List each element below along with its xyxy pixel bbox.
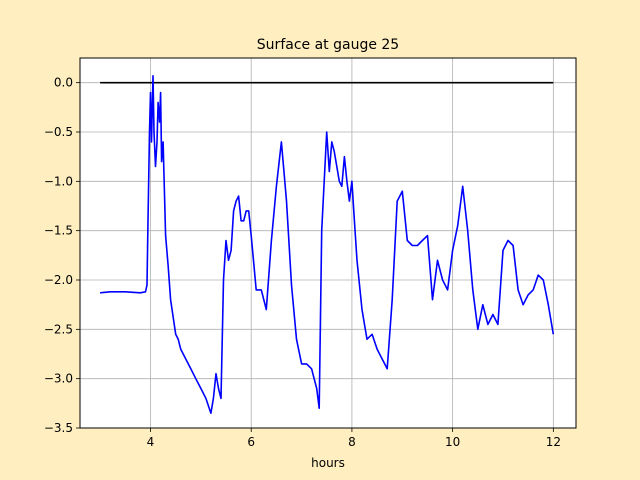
y-tick-label: −1.0 [44, 174, 73, 188]
y-tick-label: −3.5 [44, 421, 73, 435]
series-lines [100, 75, 555, 415]
x-tick-label: 6 [247, 435, 255, 449]
y-tick-label: −0.5 [44, 125, 73, 139]
chart-title: Surface at gauge 25 [257, 37, 399, 53]
y-tick-label: −2.5 [44, 322, 73, 336]
x-tick-label: 10 [445, 435, 460, 449]
y-tick-label: −3.0 [44, 372, 73, 386]
x-axis-label: hours [311, 456, 345, 470]
axis-ticks: 4 6 8 10 12 0.0 −0.5 −1.0 −1.5 −2.0 −2.5 −3.0 −3.5 [44, 76, 561, 449]
plot-frame [79, 57, 577, 429]
plot-area [80, 58, 576, 428]
x-tick-label: 4 [147, 435, 155, 449]
x-tick-label: 8 [348, 435, 356, 449]
y-tick-label: 0.0 [54, 76, 73, 90]
y-tick-label: −1.5 [44, 224, 73, 238]
surface-series-line [100, 75, 555, 415]
x-tick-label: 12 [546, 435, 561, 449]
y-tick-label: −2.0 [44, 273, 73, 287]
